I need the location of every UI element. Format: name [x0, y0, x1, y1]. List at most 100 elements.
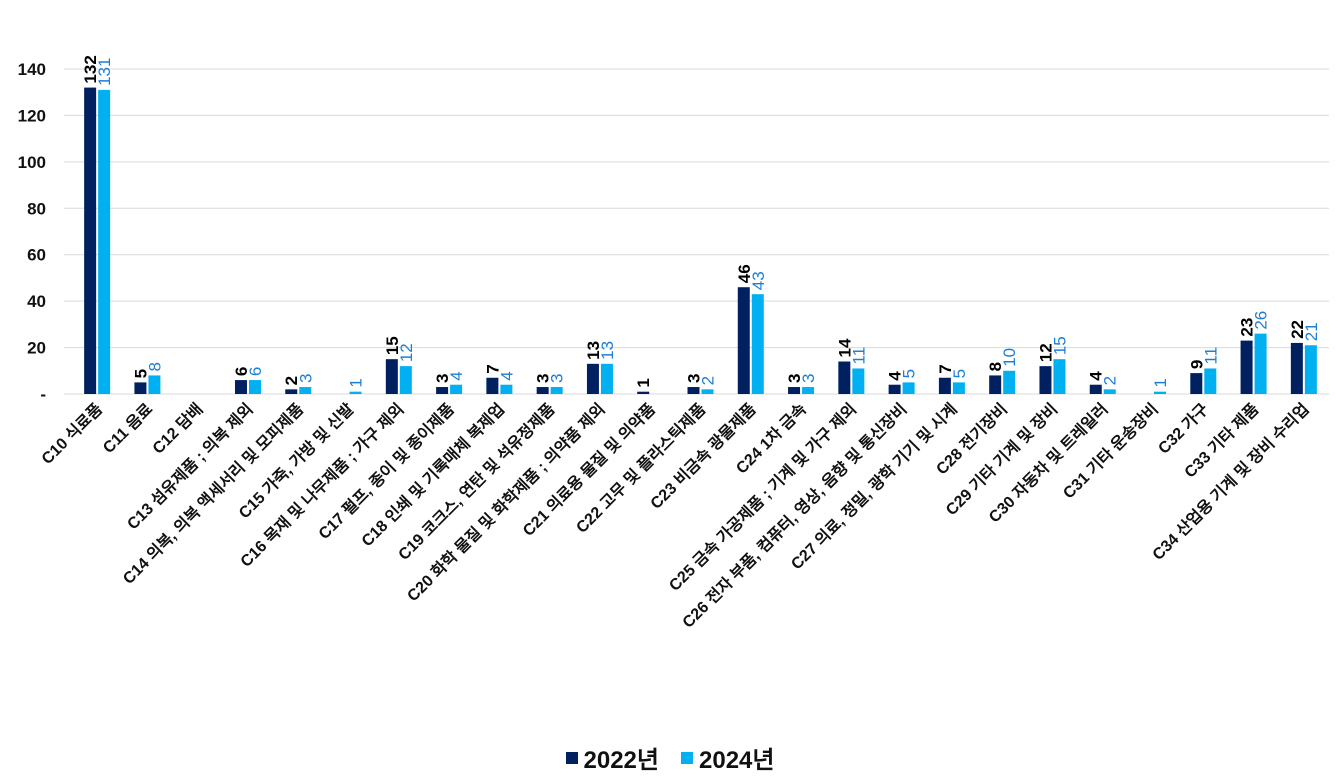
bar-2022년	[938, 377, 951, 394]
data-label: 2	[1101, 376, 1120, 385]
y-tick-label: 80	[27, 199, 46, 218]
data-label: 15	[383, 336, 402, 355]
data-label: 11	[849, 347, 868, 365]
bar-2024년	[701, 389, 714, 394]
bar-2024년	[98, 89, 111, 395]
bar-2024년	[852, 368, 865, 394]
data-label: 6	[232, 367, 251, 376]
bar-2022년	[134, 382, 147, 394]
x-tick-label: C10 식료품	[38, 400, 106, 468]
y-tick-label: 60	[27, 246, 46, 265]
legend-item-2024: 2024년	[681, 740, 774, 775]
bar-2024년	[1204, 368, 1217, 394]
data-label: 23	[1238, 318, 1257, 337]
data-label: 15	[1050, 336, 1069, 355]
legend-swatch-2022	[565, 751, 578, 764]
bar-2022년	[536, 387, 549, 394]
bar-2024년	[349, 391, 362, 394]
bar-2022년	[1039, 366, 1052, 394]
data-label: 3	[296, 374, 315, 383]
data-label: 43	[749, 271, 768, 290]
data-label: 4	[447, 371, 466, 380]
data-label: 13	[584, 341, 603, 360]
data-label: 3	[548, 374, 567, 383]
data-label: 4	[886, 371, 905, 381]
data-label: 2	[282, 376, 301, 385]
data-label: 7	[936, 364, 955, 373]
data-label: 3	[799, 374, 818, 383]
data-label: 4	[1087, 371, 1106, 381]
data-label: 9	[1187, 360, 1206, 369]
bar-2024년	[1154, 391, 1167, 394]
bar-2024년	[450, 384, 463, 394]
bar-2024년	[600, 363, 613, 394]
bar-2022년	[1240, 340, 1253, 394]
data-label: 3	[785, 374, 804, 383]
legend-item-2022: 2022년	[565, 740, 659, 775]
y-tick-label: 20	[27, 339, 46, 358]
bar-2024년	[399, 366, 412, 394]
bar-2022년	[838, 361, 851, 394]
bar-2024년	[1103, 389, 1116, 394]
bar-2022년	[1290, 342, 1303, 394]
bar-2022년	[1190, 373, 1203, 394]
bar-2022년	[788, 387, 801, 394]
y-tick-label: 100	[18, 153, 46, 172]
data-label: 12	[397, 343, 416, 362]
data-label: 3	[534, 374, 553, 383]
bar-2024년	[1304, 345, 1317, 394]
data-label: 1	[1151, 378, 1170, 387]
data-label: 14	[835, 338, 854, 357]
data-label: 5	[950, 369, 969, 378]
data-label: 6	[246, 367, 265, 376]
data-label: 5	[900, 369, 919, 378]
data-label: 131	[95, 58, 114, 86]
data-label: 46	[735, 264, 754, 283]
legend-swatch-2024	[681, 751, 693, 764]
data-label: 1	[347, 378, 366, 387]
bar-2022년	[234, 380, 247, 394]
bar-2022년	[84, 87, 97, 395]
bar-2022년	[586, 363, 599, 394]
bar-2022년	[285, 389, 298, 394]
bar-2022년	[989, 375, 1002, 394]
bar-2024년	[1003, 370, 1016, 394]
bar-2024년	[500, 384, 513, 394]
bar-2022년	[888, 384, 901, 394]
data-label: 2	[699, 376, 718, 385]
bar-2022년	[1089, 384, 1102, 394]
y-tick-label: 40	[27, 292, 46, 311]
bar-2022년	[385, 359, 398, 394]
bar-2024년	[902, 382, 915, 394]
bar-2024년	[148, 375, 161, 394]
data-label: 11	[1201, 347, 1220, 365]
bar-2022년	[637, 391, 650, 394]
x-tick-label: C25 금속 가공제품 ; 기계 및 가구 제외	[665, 399, 860, 594]
data-label: 3	[433, 374, 452, 383]
bar-2022년	[687, 387, 700, 394]
x-tick-label: C14 의복, 의복 액세서리 및 모피제품	[119, 399, 308, 588]
bar-2024년	[802, 387, 815, 394]
data-label: 7	[483, 364, 502, 373]
data-label: 26	[1252, 311, 1271, 330]
data-label: 13	[598, 341, 617, 360]
y-tick-label: 120	[18, 106, 46, 125]
y-tick-label: 140	[18, 60, 46, 79]
bar-2024년	[1254, 333, 1267, 394]
bar-2024년	[299, 387, 312, 394]
data-label: 132	[81, 55, 100, 83]
y-tick-label: -	[40, 385, 46, 404]
bar-2024년	[1053, 359, 1066, 394]
data-label: 3	[685, 374, 704, 383]
data-label: 4	[497, 371, 516, 380]
data-label: 10	[1000, 348, 1019, 367]
bar-2024년	[751, 294, 764, 394]
data-label: 1	[634, 378, 653, 387]
data-label: 8	[986, 362, 1005, 371]
bar-2022년	[486, 377, 499, 394]
data-label: 22	[1288, 320, 1307, 339]
data-label: 8	[145, 362, 164, 371]
legend-label-2022: 2022년	[583, 747, 659, 774]
bar-2024년	[550, 387, 563, 394]
